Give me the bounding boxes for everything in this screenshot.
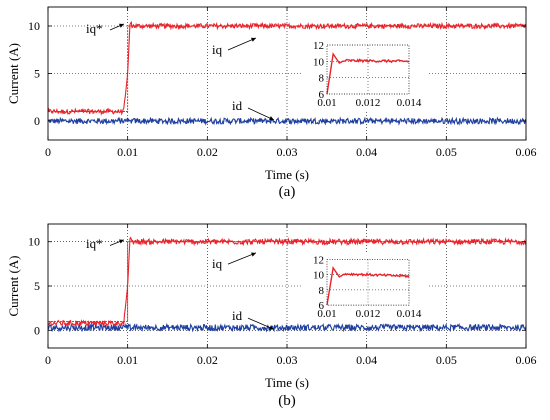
x-tick-label: 0.05 xyxy=(436,353,457,367)
inset-x-tick-label: 0.01 xyxy=(317,308,336,320)
x-tick-label: 0 xyxy=(45,145,51,159)
inset-x-tick-label: 0.014 xyxy=(397,308,422,320)
series-iq-line xyxy=(47,236,527,328)
y-tick-label: 10 xyxy=(28,19,40,33)
annotation-iq-ref-arrowhead xyxy=(119,239,124,244)
x-tick-label: 0.04 xyxy=(356,145,377,159)
annotation-iq-ref-label: iq* xyxy=(86,21,103,36)
panel-caption: (a) xyxy=(279,184,296,200)
inset-frame xyxy=(326,44,410,95)
x-tick-label: 0.02 xyxy=(197,145,218,159)
inset-y-tick-label: 10 xyxy=(313,56,325,68)
chart-panel-a: 0 0.01 0.02 0.03 0.04 0.05 0.06 0 5 10 Time (s) Cur… xyxy=(6,6,537,200)
inset-series-iq-line xyxy=(326,265,410,306)
inset-x-tick-label: 0.012 xyxy=(356,97,381,109)
x-tick-label: 0.06 xyxy=(516,353,537,367)
y-tick-label: 10 xyxy=(28,235,40,249)
x-axis-label: Time (s) xyxy=(265,167,309,182)
series-id-line xyxy=(47,116,527,126)
x-tick-label: 0.02 xyxy=(197,353,218,367)
y-axis-label: Current (A) xyxy=(6,43,21,104)
inset-y-tick-label: 8 xyxy=(319,73,325,85)
series-iq-ref-line xyxy=(48,25,526,112)
inset-frame xyxy=(326,259,410,306)
y-tick-label: 0 xyxy=(34,114,40,128)
x-tick-label: 0.01 xyxy=(117,145,138,159)
inset-series-iq-line xyxy=(326,52,410,95)
inset-y-tick-label: 12 xyxy=(313,254,324,266)
annotation-iq-arrow xyxy=(227,252,257,265)
x-tick-label: 0.05 xyxy=(436,145,457,159)
annotation-id-arrowhead xyxy=(269,325,274,330)
annotation-iq-ref-arrowhead xyxy=(119,23,124,28)
y-tick-label: 5 xyxy=(34,279,40,293)
annotation-iq-ref-label: iq* xyxy=(86,236,103,251)
x-tick-label: 0.04 xyxy=(356,353,377,367)
annotation-iq-label: iq xyxy=(212,42,223,57)
inset-x-tick-label: 0.012 xyxy=(356,308,381,320)
x-axis-label: Time (s) xyxy=(265,375,309,390)
chart-panel-b: 0 0.01 0.02 0.03 0.04 0.05 0.06 0 5 10 Time (s) Cur… xyxy=(6,223,537,409)
x-tick-label: 0.01 xyxy=(117,353,138,367)
inset-y-tick-label: 12 xyxy=(313,40,324,52)
y-tick-label: 0 xyxy=(34,323,40,337)
inset-y-tick-label: 6 xyxy=(319,300,325,312)
panel-caption: (b) xyxy=(278,393,296,409)
y-axis-label: Current (A) xyxy=(6,255,21,316)
annotation-id-arrow xyxy=(247,107,275,121)
annotation-id-arrowhead xyxy=(269,116,274,121)
annotation-id-label: id xyxy=(232,98,243,113)
annotation-iq-arrowhead xyxy=(251,252,256,257)
series-iq-ref-line xyxy=(48,241,526,322)
annotation-id-label: id xyxy=(232,308,243,323)
y-tick-label: 5 xyxy=(34,67,40,81)
inset-background xyxy=(301,253,427,322)
x-tick-label: 0.03 xyxy=(277,145,298,159)
inset-background xyxy=(301,39,427,110)
inset-chart: 6 8 10 12 0.01 0.012 0.014 xyxy=(301,39,427,110)
inset-y-tick-label: 6 xyxy=(319,89,325,101)
annotation-id-arrow xyxy=(247,317,275,330)
inset-y-tick-label: 10 xyxy=(313,270,325,282)
series-id-line xyxy=(47,322,527,333)
annotation-iq-arrow xyxy=(227,37,257,51)
x-tick-label: 0.03 xyxy=(277,353,298,367)
inset-y-tick-label: 8 xyxy=(319,285,325,297)
annotation-iq-arrowhead xyxy=(251,37,256,42)
x-tick-label: 0.06 xyxy=(516,145,537,159)
inset-chart: 6 8 10 12 0.01 0.012 0.014 xyxy=(301,253,427,322)
inset-x-tick-label: 0.01 xyxy=(317,97,336,109)
series-iq-line xyxy=(47,20,527,116)
x-tick-label: 0 xyxy=(45,353,51,367)
inset-x-tick-label: 0.014 xyxy=(397,97,422,109)
annotation-iq-label: iq xyxy=(212,256,223,271)
